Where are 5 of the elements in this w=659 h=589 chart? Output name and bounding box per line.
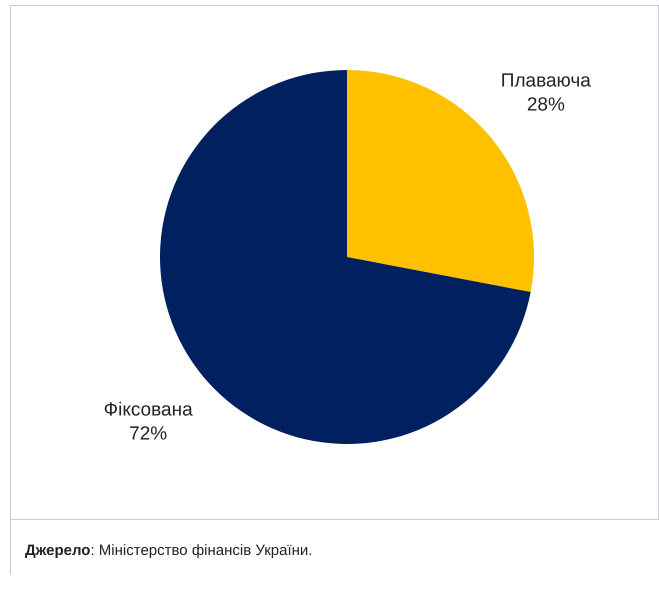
slice-label: Плаваюча xyxy=(500,70,592,92)
slice-label: Фіксована xyxy=(104,399,194,420)
data-label: 72% xyxy=(129,423,168,444)
text: Джерело: Міністерство фінансів України. xyxy=(25,542,312,559)
data-label: 28% xyxy=(526,94,565,116)
